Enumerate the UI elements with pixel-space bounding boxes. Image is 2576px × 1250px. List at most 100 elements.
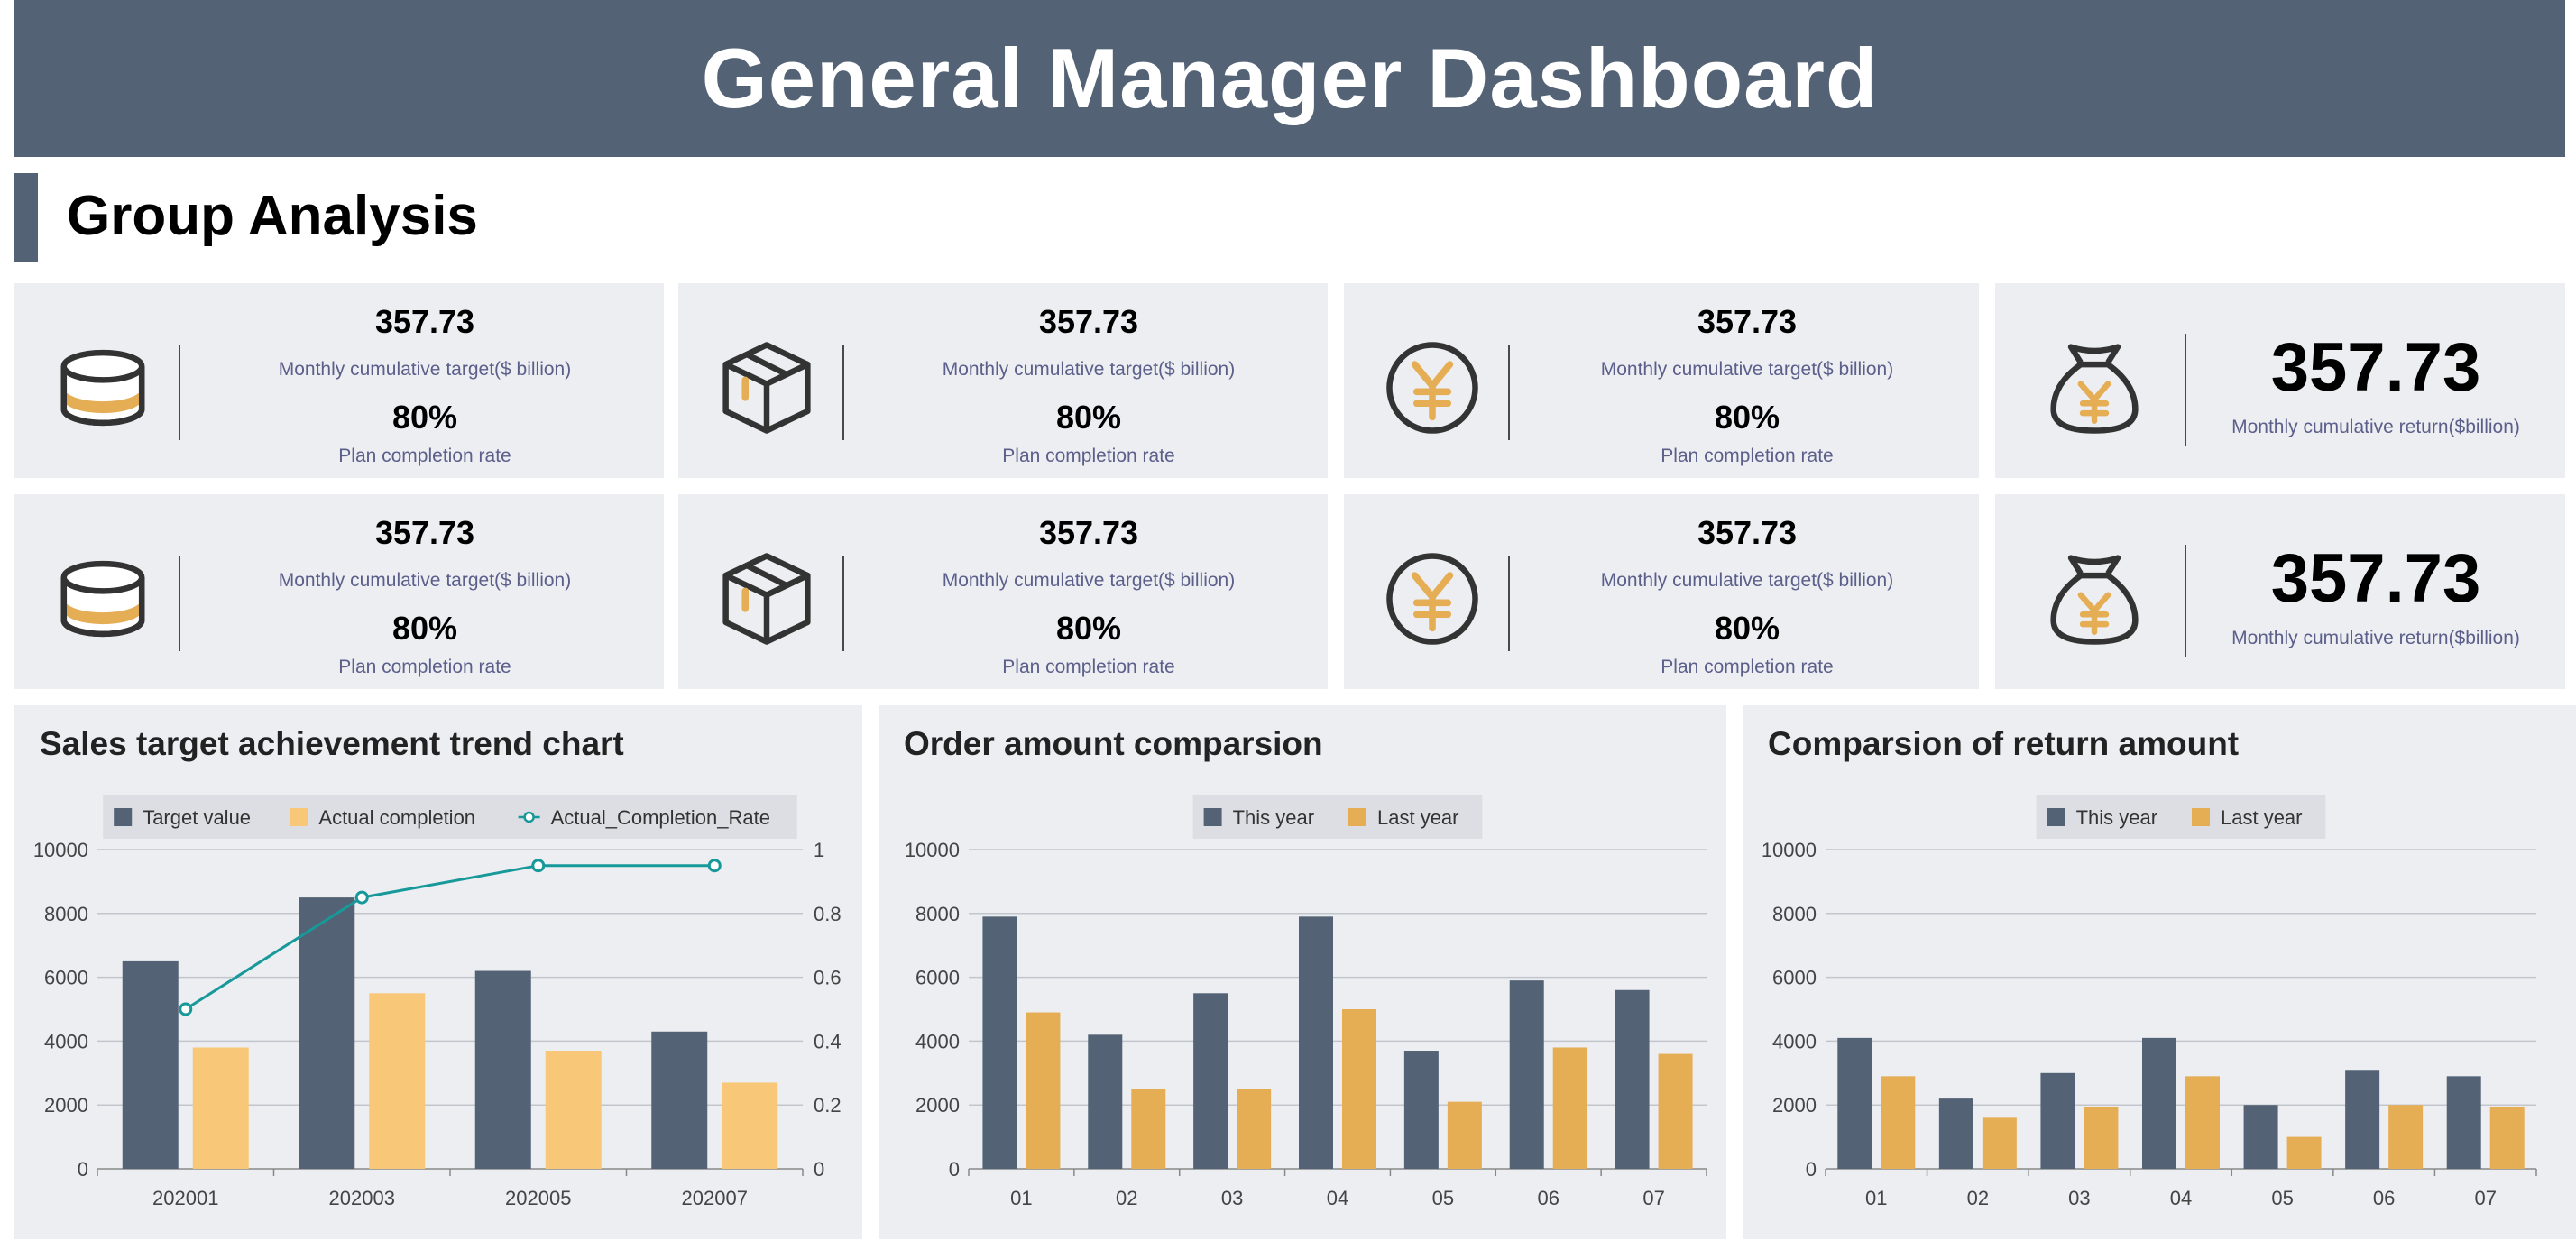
kpi-rate-label: Plan completion rate <box>1661 657 1834 677</box>
y2-tick-label: 0 <box>814 1158 824 1181</box>
return-amount-panel: Comparsion of return amount 0 2000 4000 600… <box>1743 705 2576 1239</box>
yen-coin-icon <box>1386 553 1478 645</box>
bar-this-year <box>2040 1072 2075 1169</box>
legend-label: Last year <box>2221 806 2303 829</box>
bar-actual-completion <box>722 1082 778 1169</box>
legend-label: Actual_Completion_Rate <box>551 806 770 829</box>
kpi-card-return: 357.73 Monthly cumulative return($billio… <box>1995 494 2565 689</box>
legend-swatch <box>1348 808 1366 826</box>
card-divider <box>179 345 180 440</box>
completion-rate-line <box>184 864 715 1011</box>
bar-last-year <box>2185 1076 2220 1169</box>
money-bag-icon <box>2050 344 2139 434</box>
x-tick-label: 02 <box>1967 1187 1989 1209</box>
money-bag-icon <box>2050 555 2139 645</box>
bar-this-year <box>1193 993 1228 1169</box>
kpi-rate: 80% <box>391 399 458 436</box>
x-tick-label: 04 <box>1327 1187 1348 1209</box>
completion-rate-point <box>179 1002 193 1016</box>
bar-last-year <box>2286 1136 2322 1169</box>
completion-rate-point <box>707 859 722 873</box>
legend-swatch <box>114 808 133 826</box>
order-amount-chart: 0 2000 4000 6000 8000 10000 01 02 03 04 05 06 07 This… <box>905 795 1707 1209</box>
x-tick-label: 05 <box>1432 1187 1454 1209</box>
completion-rate-point <box>354 890 369 905</box>
bar-last-year <box>1982 1117 2017 1169</box>
y2-tick-label: 0.2 <box>814 1094 842 1117</box>
x-tick-label: 04 <box>2170 1187 2192 1209</box>
database-icon <box>60 349 145 427</box>
kpi-label: Monthly cumulative target($ billion) <box>1600 359 1894 380</box>
bar-this-year <box>1837 1037 1872 1169</box>
x-tick-label: 202007 <box>682 1187 748 1209</box>
kpi-card: 357.73 Monthly cumulative target($ billi… <box>1344 494 1979 689</box>
y-tick-label: 8000 <box>915 903 960 925</box>
y2-tick-label: 0.8 <box>814 903 842 925</box>
bar-this-year <box>2345 1070 2380 1169</box>
kpi-rate: 80% <box>1055 399 1122 436</box>
legend-label: Target value <box>143 806 251 829</box>
kpi-rate-label: Plan completion rate <box>338 657 511 677</box>
kpi-value: 357.73 <box>1038 514 1139 551</box>
y-tick-label: 4000 <box>915 1030 960 1052</box>
legend-box <box>1192 795 1483 839</box>
kpi-rate: 80% <box>1714 610 1780 647</box>
kpi-card: 357.73 Monthly cumulative target($ billi… <box>678 283 1328 478</box>
card-divider <box>842 556 844 651</box>
kpi-value: 357.73 <box>1038 303 1139 340</box>
chart-title: Comparsion of return amount <box>1768 725 2240 762</box>
card-divider <box>2185 545 2186 657</box>
legend-box <box>2036 795 2326 839</box>
bar-target-value <box>122 960 179 1169</box>
x-tick-label: 01 <box>1865 1187 1887 1209</box>
y-tick-label: 8000 <box>44 903 88 925</box>
bar-last-year <box>1881 1076 1916 1169</box>
x-tick-label: 03 <box>1221 1187 1243 1209</box>
y-tick-label: 6000 <box>44 967 88 989</box>
legend-box <box>103 795 797 839</box>
kpi-value: 357.73 <box>1697 303 1798 340</box>
box-icon <box>722 342 811 434</box>
kpi-value: 357.73 <box>1697 514 1798 551</box>
kpi-label: Monthly cumulative target($ billion) <box>942 570 1236 591</box>
kpi-value: 357.73 <box>374 303 475 340</box>
legend-swatch <box>290 808 308 826</box>
bar-actual-completion <box>545 1051 602 1169</box>
kpi-rate-label: Plan completion rate <box>338 446 511 466</box>
card-divider <box>1508 556 1510 651</box>
legend-swatch <box>1203 808 1222 826</box>
legend-label: This year <box>1233 806 1314 829</box>
y2-tick-label: 0.4 <box>814 1030 842 1052</box>
y-tick-label: 0 <box>78 1158 88 1181</box>
bar-last-year <box>1026 1012 1061 1169</box>
chart-title: Order amount comparsion <box>904 725 1323 762</box>
kpi-card: 357.73 Monthly cumulative target($ billi… <box>14 494 664 689</box>
x-tick-label: 02 <box>1116 1187 1137 1209</box>
legend-swatch <box>2047 808 2065 826</box>
bar-this-year <box>2142 1037 2176 1169</box>
bar-this-year <box>982 916 1017 1169</box>
x-tick-label: 07 <box>1642 1187 1664 1209</box>
card-divider <box>179 556 180 651</box>
kpi-card: 357.73 Monthly cumulative target($ billi… <box>678 494 1328 689</box>
kpi-label: Monthly cumulative target($ billion) <box>942 359 1236 380</box>
kpi-rate: 80% <box>391 610 458 647</box>
kpi-label: Monthly cumulative target($ billion) <box>278 359 572 380</box>
kpi-rate: 80% <box>1055 610 1122 647</box>
section-title: Group Analysis <box>67 185 478 247</box>
kpi-label: Monthly cumulative return($billion) <box>2231 628 2520 648</box>
database-icon <box>60 560 145 638</box>
bar-target-value <box>651 1031 708 1169</box>
kpi-rate-label: Plan completion rate <box>1002 446 1175 466</box>
bar-target-value <box>474 970 531 1169</box>
bar-this-year <box>1615 989 1650 1169</box>
x-tick-label: 202005 <box>505 1187 571 1209</box>
x-tick-label: 01 <box>1010 1187 1032 1209</box>
y-tick-label: 2000 <box>1772 1094 1817 1117</box>
y2-tick-label: 0.6 <box>814 967 842 989</box>
card-divider <box>2185 334 2186 446</box>
bar-last-year <box>1447 1101 1482 1169</box>
bar-this-year <box>1403 1051 1439 1169</box>
kpi-value: 357.73 <box>374 514 475 551</box>
